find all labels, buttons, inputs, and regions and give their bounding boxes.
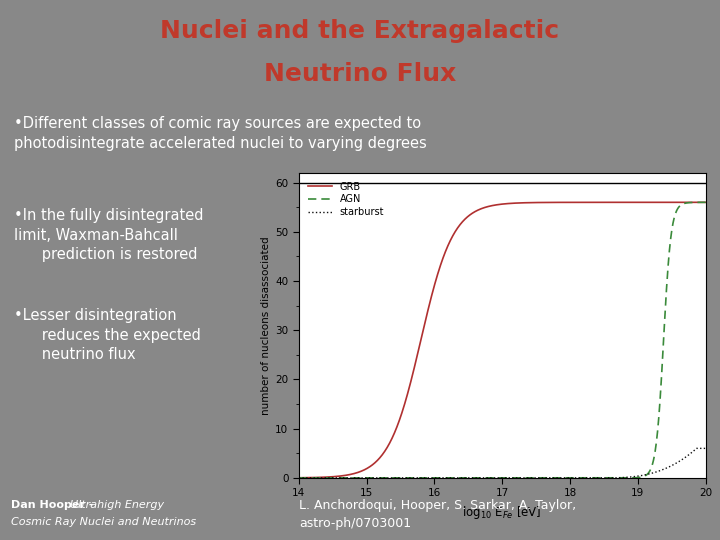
Text: •In the fully disintegrated
limit, Waxman-Bahcall
      prediction is restored: •In the fully disintegrated limit, Waxma…: [14, 208, 204, 262]
Text: Dan Hooper -: Dan Hooper -: [11, 500, 97, 510]
starburst: [574, 475, 582, 481]
starburst: [619, 474, 628, 481]
AGN: [474, 475, 482, 481]
Text: L. Anchordoqui, Hooper, S. Sarkar, A. Taylor,
astro-ph/0703001: L. Anchordoqui, Hooper, S. Sarkar, A. Ta…: [299, 500, 576, 530]
starburst: [459, 475, 467, 481]
starburst: [693, 445, 701, 451]
Line: AGN: AGN: [299, 202, 706, 478]
GRB: [474, 207, 482, 213]
starburst: [294, 475, 303, 481]
Text: Ultrahigh Energy: Ultrahigh Energy: [70, 500, 164, 510]
GRB: [701, 199, 710, 206]
AGN: [459, 475, 467, 481]
Text: Cosmic Ray Nuclei and Neutrinos: Cosmic Ray Nuclei and Neutrinos: [11, 517, 196, 528]
AGN: [612, 475, 621, 481]
starburst: [474, 475, 482, 481]
starburst: [612, 475, 621, 481]
GRB: [612, 199, 621, 206]
starburst: [336, 475, 345, 481]
AGN: [574, 475, 582, 481]
AGN: [294, 475, 303, 481]
Text: •Lesser disintegration
      reduces the expected
      neutrino flux: •Lesser disintegration reduces the expec…: [14, 308, 202, 362]
starburst: [701, 445, 710, 451]
GRB: [619, 199, 628, 206]
AGN: [701, 199, 710, 206]
Text: Neutrino Flux: Neutrino Flux: [264, 62, 456, 86]
Text: Nuclei and the Extragalactic: Nuclei and the Extragalactic: [161, 19, 559, 43]
Line: starburst: starburst: [299, 448, 706, 478]
Text: •Different classes of comic ray sources are expected to
photodisintegrate accele: •Different classes of comic ray sources …: [14, 116, 427, 151]
AGN: [619, 475, 628, 481]
AGN: [336, 475, 345, 481]
GRB: [294, 475, 303, 481]
Y-axis label: number of nucleons disassociated: number of nucleons disassociated: [261, 236, 271, 415]
GRB: [336, 473, 345, 480]
X-axis label: log$_{10}$ E$_{Fe}$ [eV]: log$_{10}$ E$_{Fe}$ [eV]: [462, 504, 542, 521]
GRB: [459, 218, 467, 224]
Line: GRB: GRB: [299, 202, 706, 478]
GRB: [574, 199, 582, 206]
Legend: GRB, AGN, starburst: GRB, AGN, starburst: [304, 178, 388, 221]
